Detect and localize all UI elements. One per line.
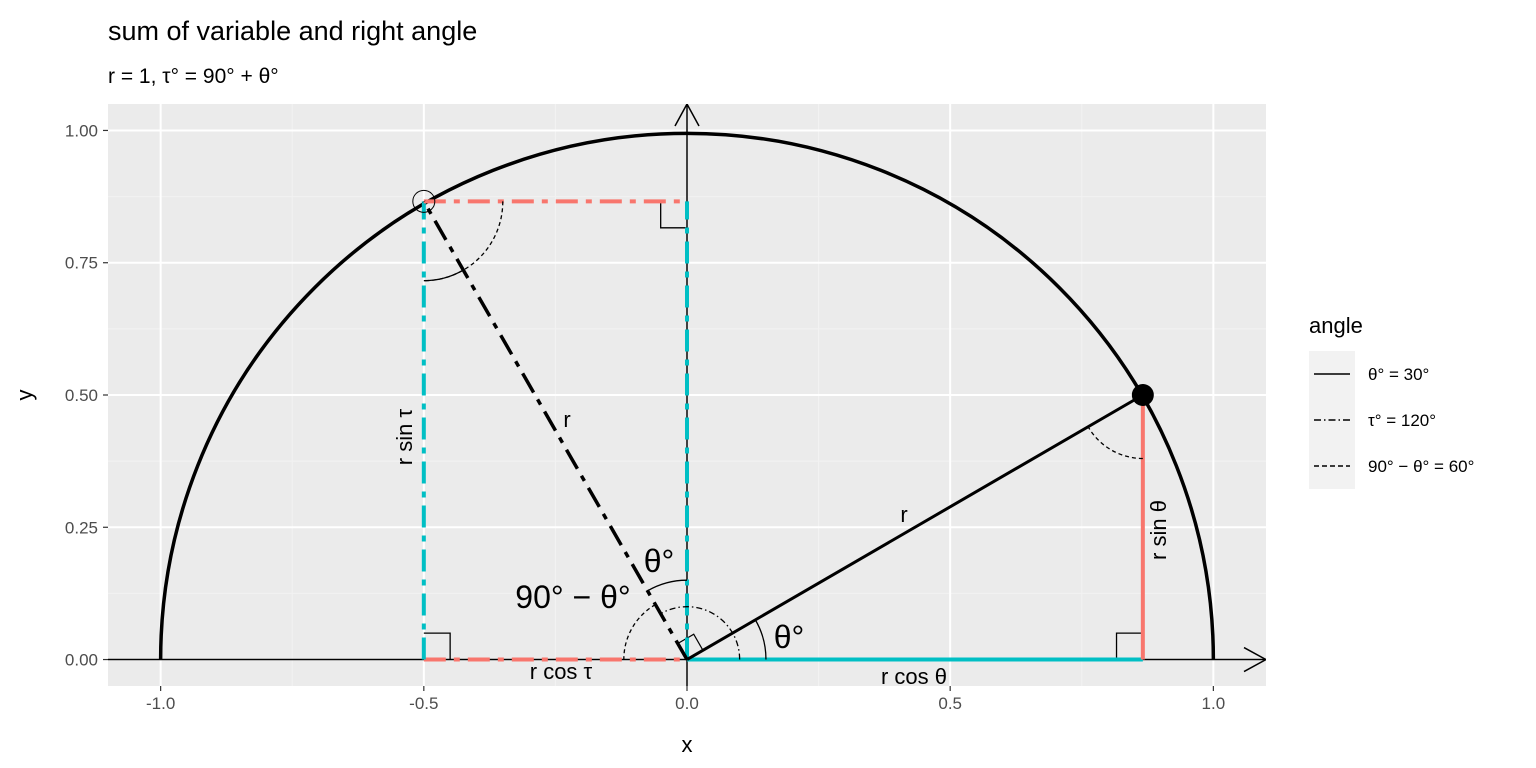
legend-title: angle (1309, 313, 1363, 338)
right-angle-marker-tau-top (660, 201, 687, 229)
right-angle-marker-tau-base (423, 632, 451, 660)
label-r-cos-tau: r cos τ (530, 659, 593, 684)
arc-complement-theta-point (1087, 426, 1143, 460)
label-theta-origin: θ° (774, 619, 805, 655)
arc-complement-origin (623, 603, 656, 660)
x-tick-label: 0.5 (938, 694, 962, 713)
label-r-tau: r (563, 407, 570, 432)
arc-theta-tau-point (423, 269, 464, 282)
y-tick-label: 0.00 (65, 651, 98, 670)
y-tick-label: 0.75 (65, 254, 98, 273)
label-r-theta: r (900, 502, 907, 527)
y-tick-label: 0.50 (65, 386, 98, 405)
right-angle-marker-theta (1115, 632, 1143, 660)
point-theta (1131, 384, 1154, 406)
legend-label-complement: 90° − θ° = 60° (1368, 457, 1474, 476)
chart-title: sum of variable and right angle (108, 16, 477, 46)
label-r-cos-theta: r cos θ (881, 664, 947, 689)
arc-tau-origin (660, 606, 741, 660)
chart-marks (108, 104, 1266, 686)
x-tick-label: -0.5 (409, 694, 438, 713)
arc-theta-origin (754, 619, 767, 660)
radius-theta (686, 393, 1144, 661)
y-axis-title: y (12, 390, 37, 401)
y-tick-label: 0.25 (65, 518, 98, 537)
arc-theta-upper (647, 579, 688, 592)
label-r-sin-theta: r sin θ (1146, 500, 1171, 560)
legend-label-tau: τ° = 120° (1368, 411, 1436, 430)
y-axis-arrowhead (674, 104, 700, 127)
chart-subtitle: r = 1, τ° = 90° + θ° (108, 65, 279, 88)
x-tick-label: -1.0 (146, 694, 175, 713)
x-axis-arrowhead (1243, 646, 1266, 673)
radius-tau (422, 200, 689, 661)
x-tick-label: 0.0 (675, 694, 699, 713)
y-tick-label: 1.00 (65, 121, 98, 140)
label-r-sin-tau: r sin τ (392, 409, 417, 466)
legend-label-theta: θ° = 30° (1368, 365, 1429, 384)
axis-ticks: -1.0 -0.5 0.0 0.5 1.0 0.00 0.25 0.50 0.75 1.00 (65, 121, 1225, 713)
label-complement-angle: 90° − θ° (515, 579, 630, 615)
right-angle-marker-origin (677, 633, 704, 651)
x-tick-label: 1.0 (1202, 694, 1226, 713)
point-tau (412, 189, 436, 213)
label-theta-upper: θ° (644, 543, 675, 579)
legend: angle θ° = 30° τ° = 120° 90° − θ° = 60° (1309, 313, 1474, 489)
x-axis-title: x (682, 732, 693, 757)
